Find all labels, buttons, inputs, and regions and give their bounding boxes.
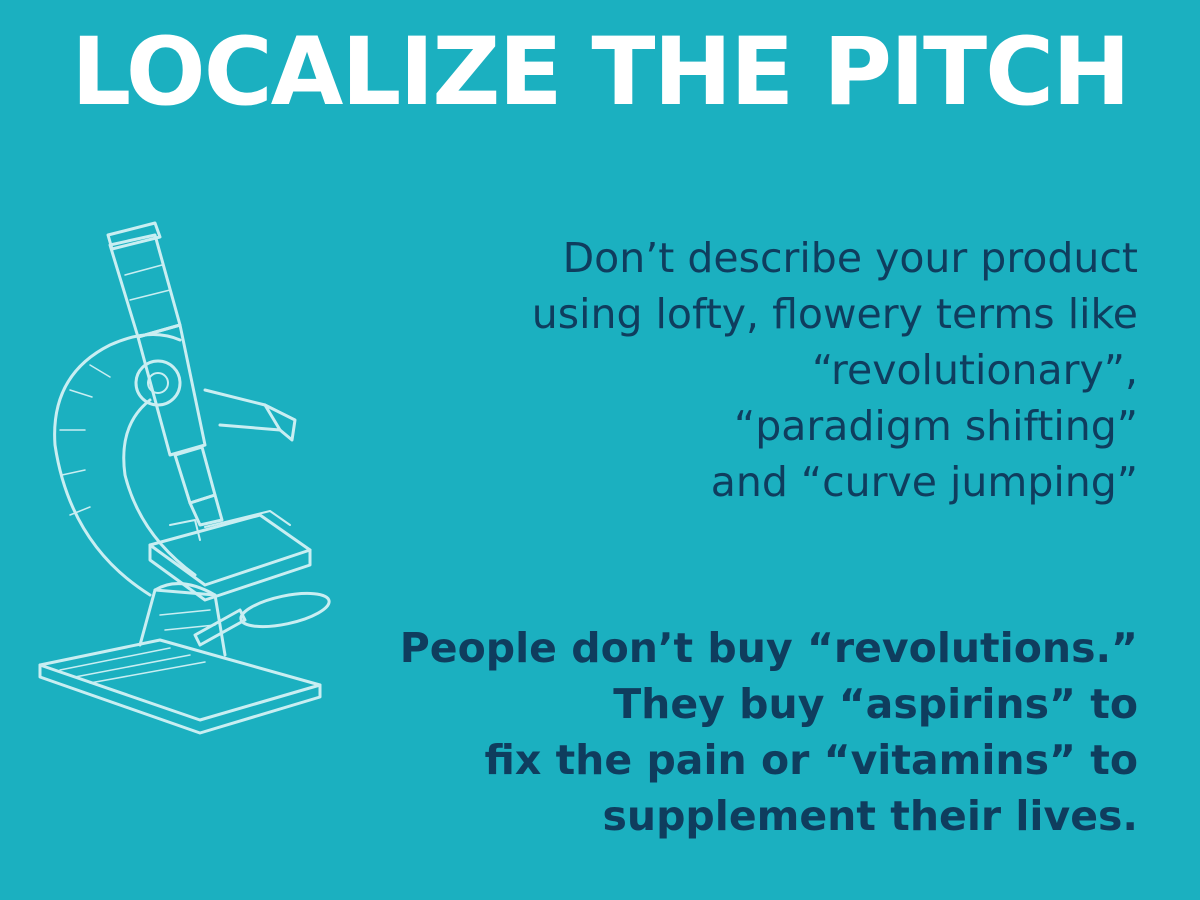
page-title: LOCALIZE THE PITCH [71,18,1131,127]
paragraph-2-line: They buy “aspirins” to [613,680,1138,728]
paragraph-2-line: People don’t buy “revolutions.” [399,624,1138,672]
paragraph-1-line: “revolutionary”, [812,346,1138,394]
paragraph-2: People don’t buy “revolutions.” They buy… [400,620,1138,844]
paragraph-1-line: using lofty, flowery terms like [531,290,1138,338]
paragraph-1-line: “paradigm shifting” [734,402,1138,450]
paragraph-2-line: fix the pain or “vitamins” to [484,736,1138,784]
paragraph-2-line: supplement their lives. [602,792,1138,840]
paragraph-1-line: Don’t describe your product [562,234,1138,282]
paragraph-1: Don’t describe your product using lofty,… [532,230,1138,510]
paragraph-1-line: and “curve jumping” [710,458,1138,506]
microscope-icon [38,221,331,735]
